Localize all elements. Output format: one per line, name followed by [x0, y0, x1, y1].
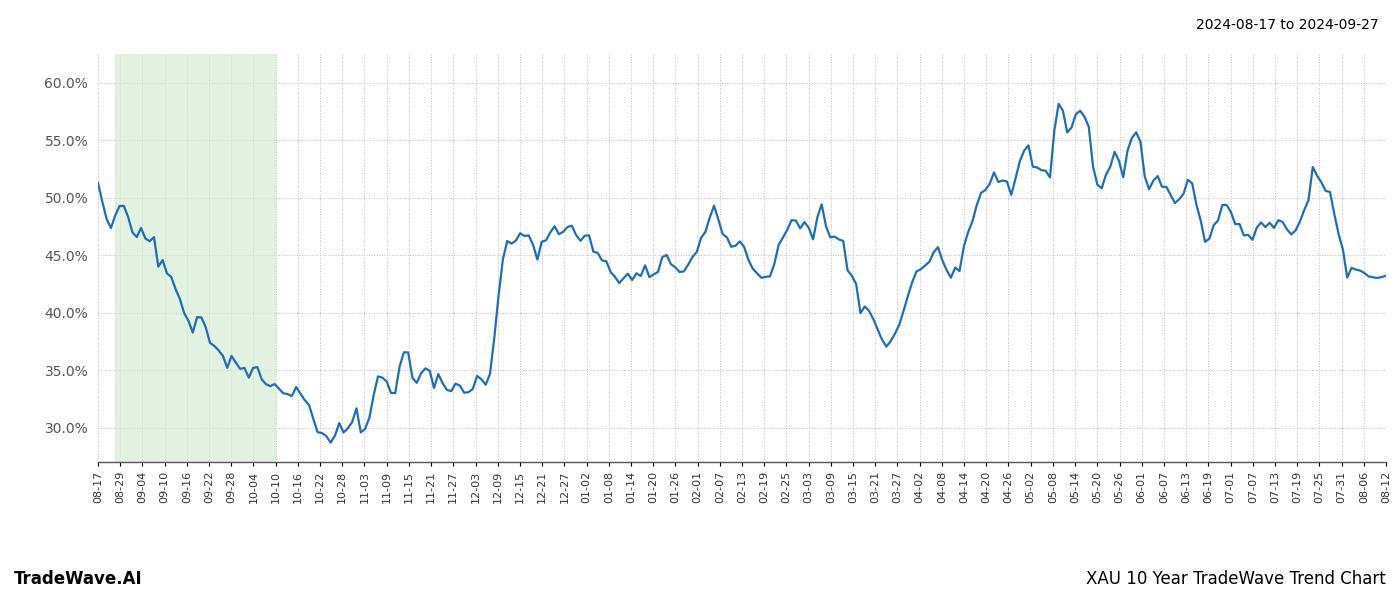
- Bar: [115, 54, 274, 462]
- Text: XAU 10 Year TradeWave Trend Chart: XAU 10 Year TradeWave Trend Chart: [1086, 570, 1386, 588]
- Text: 2024-08-17 to 2024-09-27: 2024-08-17 to 2024-09-27: [1197, 18, 1379, 32]
- Text: TradeWave.AI: TradeWave.AI: [14, 570, 143, 588]
